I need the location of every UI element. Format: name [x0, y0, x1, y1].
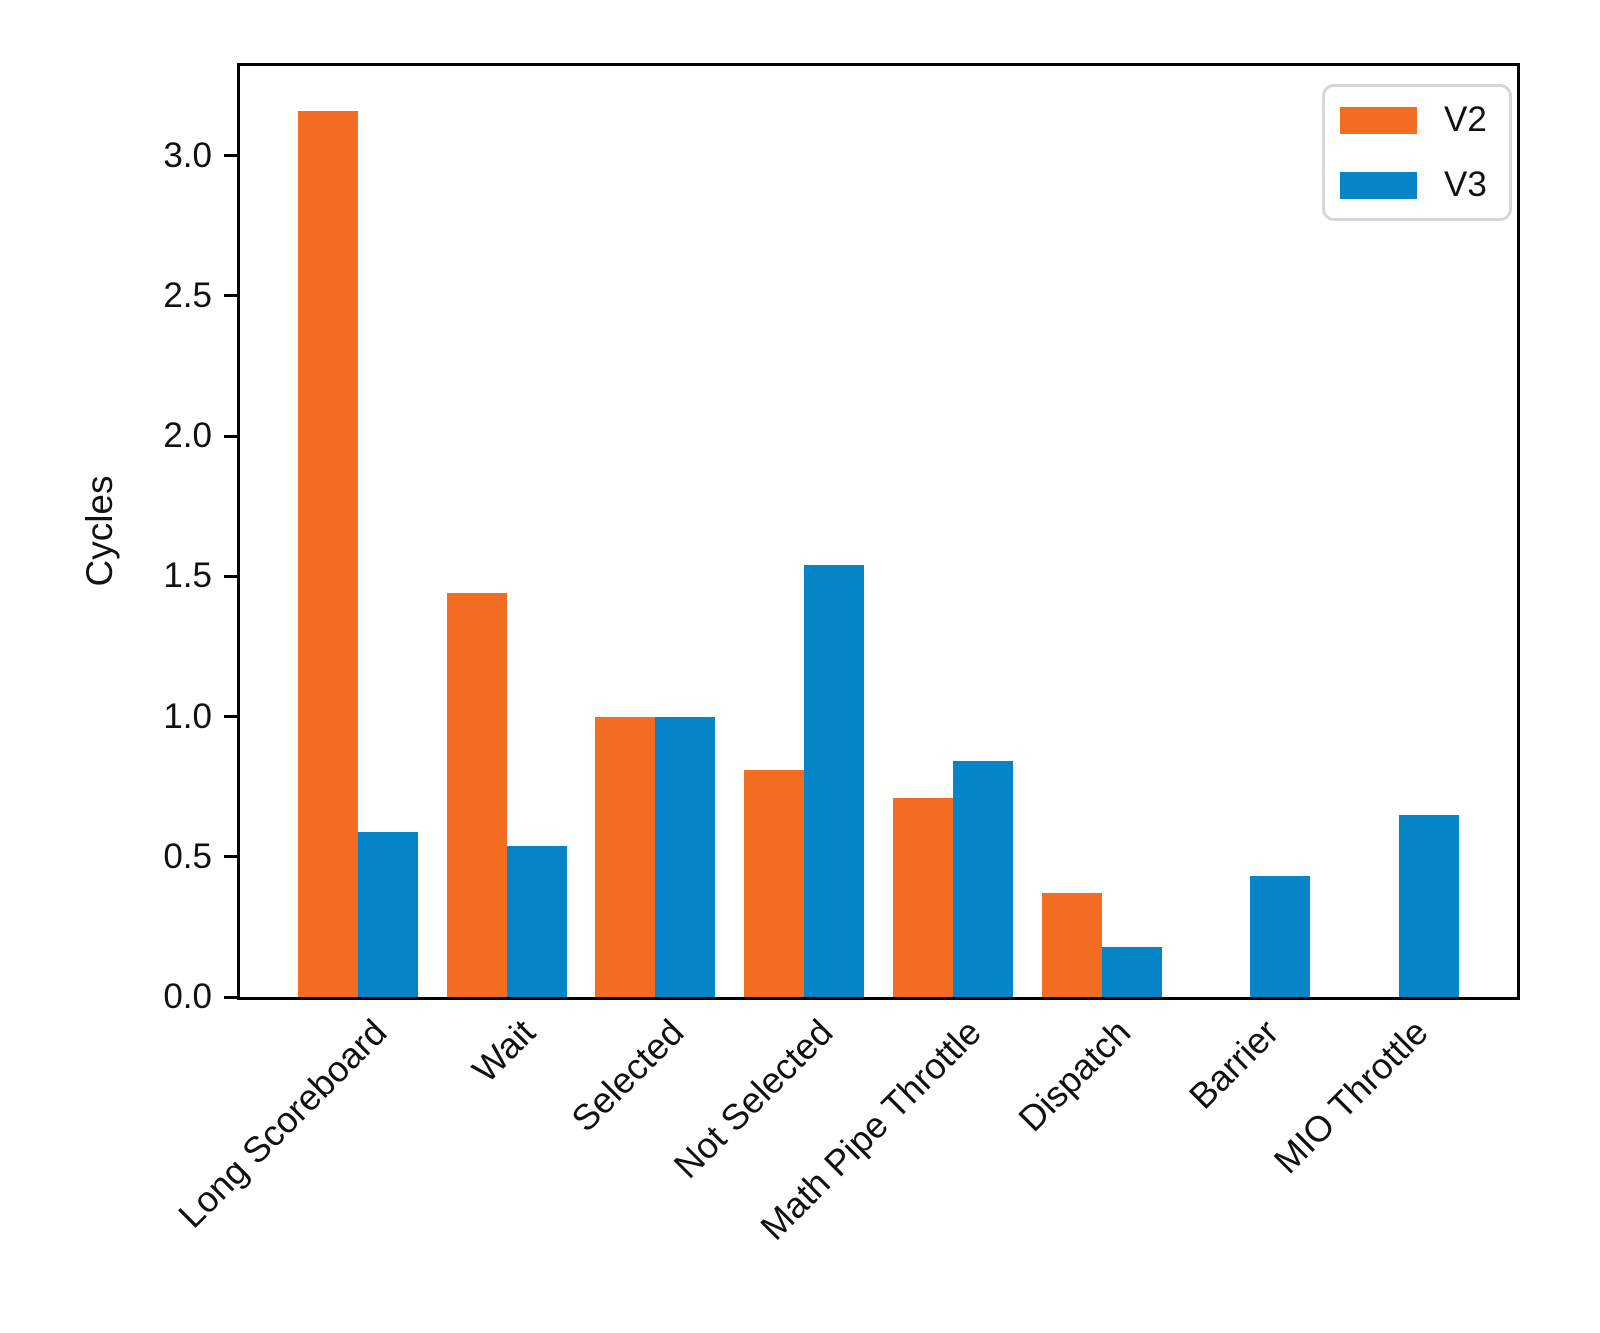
y-tick-label: 2.5 — [163, 275, 212, 315]
x-tick-label-dispatch: Dispatch — [1009, 1011, 1138, 1140]
y-tick-label: 2.0 — [163, 416, 212, 456]
bar-v3-math-pipe-throttle — [952, 761, 1013, 997]
bar-v2-dispatch — [1041, 893, 1102, 997]
x-tick-label-barrier: Barrier — [1181, 1011, 1287, 1117]
y-tick-mark — [224, 715, 237, 719]
y-tick-label: 1.0 — [163, 696, 212, 736]
legend-swatch-v2 — [1340, 106, 1417, 134]
plot-area — [237, 63, 1520, 1000]
legend: V2 V3 — [1322, 84, 1512, 221]
y-tick-mark — [224, 154, 237, 158]
bar-v2-wait — [446, 593, 507, 997]
y-tick-label: 3.0 — [163, 135, 212, 175]
x-tick-label-selected: Selected — [563, 1011, 692, 1140]
y-tick-label: 0.5 — [163, 836, 212, 876]
y-tick-label: 0.0 — [163, 977, 212, 1016]
bar-v3-dispatch — [1101, 946, 1162, 997]
y-tick-label: 1.5 — [163, 556, 212, 596]
bar-v2-selected — [595, 716, 656, 997]
legend-label-v3: V3 — [1444, 165, 1487, 204]
y-tick-mark — [224, 434, 237, 438]
legend-label-v2: V2 — [1444, 100, 1487, 139]
x-tick-label-long-scoreboard: Long Scoreboard — [169, 1011, 395, 1236]
bar-v2-math-pipe-throttle — [892, 797, 953, 997]
bar-v2-long-scoreboard — [298, 110, 358, 997]
y-tick-mark — [224, 855, 237, 859]
y-tick-mark — [224, 574, 237, 578]
legend-swatch-v3 — [1340, 171, 1417, 199]
y-tick-mark — [224, 995, 237, 999]
y-axis-label: Cycles — [79, 475, 120, 587]
bar-v2-not-selected — [744, 769, 805, 997]
bar-v3-mio-throttle — [1399, 814, 1459, 997]
bar-v3-barrier — [1250, 876, 1311, 997]
bar-v3-selected — [655, 716, 716, 997]
legend-row-v3: V3 — [1340, 166, 1487, 204]
bar-v3-not-selected — [804, 565, 865, 997]
bar-v3-wait — [506, 845, 567, 997]
bar-v3-long-scoreboard — [358, 831, 418, 997]
x-tick-label-mio-throttle: MIO Throttle — [1265, 1011, 1436, 1182]
legend-row-v2: V2 — [1340, 101, 1487, 139]
y-tick-mark — [224, 294, 237, 298]
x-tick-label-wait: Wait — [464, 1011, 544, 1091]
